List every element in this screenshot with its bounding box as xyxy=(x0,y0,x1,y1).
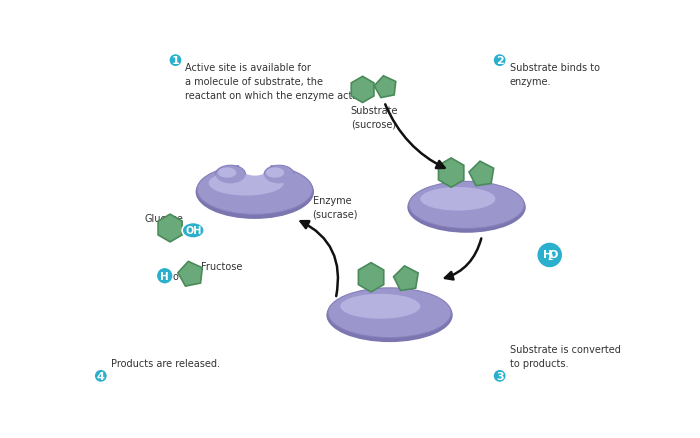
Circle shape xyxy=(94,369,108,383)
Polygon shape xyxy=(374,77,395,99)
Ellipse shape xyxy=(407,182,526,233)
Ellipse shape xyxy=(182,223,204,239)
Ellipse shape xyxy=(420,187,496,211)
Text: 2: 2 xyxy=(496,56,503,66)
Text: 2: 2 xyxy=(548,252,553,261)
Circle shape xyxy=(537,242,563,268)
Text: 3: 3 xyxy=(496,371,503,381)
FancyArrowPatch shape xyxy=(385,105,444,169)
Ellipse shape xyxy=(340,294,420,319)
Text: H: H xyxy=(542,250,552,260)
Ellipse shape xyxy=(244,161,266,175)
Polygon shape xyxy=(351,77,374,103)
Ellipse shape xyxy=(197,165,312,215)
Ellipse shape xyxy=(409,182,524,229)
Ellipse shape xyxy=(195,166,314,219)
Ellipse shape xyxy=(328,288,452,338)
Text: Substrate binds to
enzyme.: Substrate binds to enzyme. xyxy=(510,64,600,87)
Text: 4: 4 xyxy=(97,371,105,381)
Ellipse shape xyxy=(239,154,271,176)
Polygon shape xyxy=(393,266,418,291)
FancyArrowPatch shape xyxy=(300,222,338,297)
Text: o: o xyxy=(173,271,178,281)
Text: Substrate is converted
to products.: Substrate is converted to products. xyxy=(510,344,620,368)
Text: Products are released.: Products are released. xyxy=(111,358,220,368)
Ellipse shape xyxy=(216,166,246,184)
Text: Fructose: Fructose xyxy=(201,261,242,271)
Polygon shape xyxy=(438,159,464,188)
FancyArrowPatch shape xyxy=(445,239,482,280)
Polygon shape xyxy=(158,215,182,242)
Text: H: H xyxy=(160,271,169,281)
Text: Glucose: Glucose xyxy=(145,213,183,223)
Polygon shape xyxy=(358,263,384,292)
Polygon shape xyxy=(178,262,202,286)
Ellipse shape xyxy=(326,288,453,343)
Ellipse shape xyxy=(218,168,237,178)
Polygon shape xyxy=(469,162,493,186)
Circle shape xyxy=(493,54,507,68)
Ellipse shape xyxy=(266,168,284,178)
Ellipse shape xyxy=(264,166,294,184)
Text: Enzyme
(sucrase): Enzyme (sucrase) xyxy=(312,195,358,219)
Text: O: O xyxy=(549,250,558,260)
Text: 1: 1 xyxy=(172,56,179,66)
Text: Active site is available for
a molecule of substrate, the
reactant on which the : Active site is available for a molecule … xyxy=(185,64,360,101)
Circle shape xyxy=(493,369,507,383)
Text: OH: OH xyxy=(185,226,202,236)
Circle shape xyxy=(169,54,183,68)
Ellipse shape xyxy=(209,171,284,196)
Text: Substrate
(sucrose): Substrate (sucrose) xyxy=(351,106,398,129)
Circle shape xyxy=(156,268,173,285)
